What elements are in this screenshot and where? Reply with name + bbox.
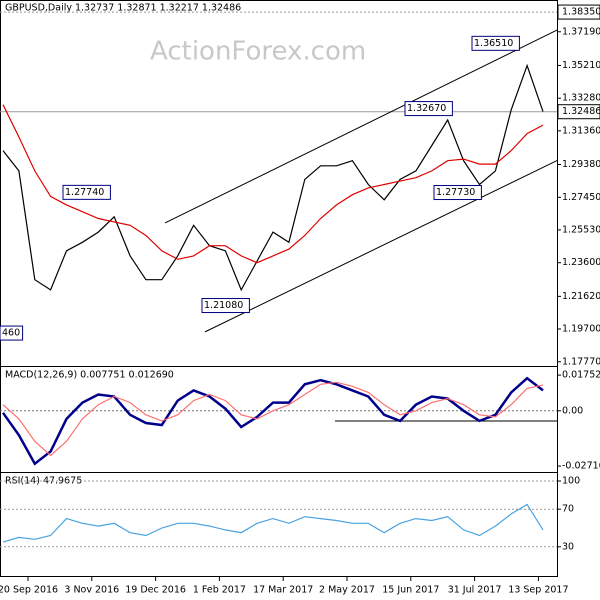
series-line bbox=[2, 63, 544, 292]
last-price-box bbox=[557, 104, 600, 120]
y-tick-label: 1.19700 bbox=[562, 323, 600, 334]
y-tick-label: 1.25530 bbox=[562, 224, 600, 235]
frame bbox=[0, 0, 558, 577]
x-tick-label: 19 Dec 2016 bbox=[125, 585, 186, 596]
y-tick-label: 1.23600 bbox=[562, 257, 600, 268]
price-label: 1.21080 bbox=[204, 300, 243, 311]
x-tick-label: 3 Nov 2016 bbox=[64, 585, 119, 596]
series-line bbox=[2, 381, 544, 457]
channel-line bbox=[164, 29, 558, 224]
x-tick-label: 15 Jun 2017 bbox=[382, 585, 439, 596]
price-label: 1.32670 bbox=[407, 103, 446, 114]
rsi-title: RSI(14) 47.9675 bbox=[5, 476, 82, 487]
y-tick-label: 1.29380 bbox=[562, 159, 600, 170]
watermark: ActionForex.com bbox=[150, 37, 366, 67]
x-tick-label: 20 Sep 2016 bbox=[0, 585, 58, 596]
x-tick-label: 31 Jul 2017 bbox=[448, 585, 502, 596]
y-tick-label: 1.33280 bbox=[562, 93, 600, 104]
series-line bbox=[2, 503, 544, 543]
price-label-box bbox=[0, 325, 24, 341]
series-line bbox=[1, 376, 544, 466]
y-tick-box bbox=[557, 4, 600, 20]
x-tick-label: 2 May 2017 bbox=[319, 585, 375, 596]
series-line bbox=[2, 104, 544, 264]
y-tick-label: 0.017521 bbox=[562, 370, 600, 381]
chart-title: GBPUSD,Daily 1.32737 1.32871 1.32217 1.3… bbox=[5, 3, 241, 14]
y-tick-label: 1.31360 bbox=[562, 125, 600, 136]
price-label-box bbox=[62, 184, 111, 200]
y-tick-label: 0.00 bbox=[562, 405, 583, 416]
y-tick-label: 100 bbox=[562, 475, 580, 486]
x-tick-label: 17 Mar 2017 bbox=[253, 585, 313, 596]
channel-line bbox=[204, 160, 558, 333]
y-tick-label: 1.21620 bbox=[562, 291, 600, 302]
y-tick-label: 1.38350 bbox=[562, 7, 600, 18]
y-tick-label: 30 bbox=[562, 541, 574, 552]
y-tick-label: 1.35210 bbox=[562, 60, 600, 71]
price-label-box bbox=[404, 101, 453, 117]
price-label: 1.27730 bbox=[436, 187, 475, 198]
x-tick-label: 1 Feb 2017 bbox=[193, 585, 246, 596]
price-label-box bbox=[471, 35, 520, 51]
x-tick-label: 13 Sep 2017 bbox=[508, 585, 568, 596]
last-price-label: 1.32486 bbox=[562, 106, 600, 117]
macd-title: MACD(12,26,9) 0.007751 0.012690 bbox=[5, 370, 174, 381]
y-tick-label: 1.17770 bbox=[562, 356, 600, 367]
price-label-box bbox=[201, 298, 250, 314]
price-label: 1.27740 bbox=[65, 187, 104, 198]
price-label: 1.36510 bbox=[474, 38, 513, 49]
y-tick-label: 1.37190 bbox=[562, 26, 600, 37]
price-label: 460 bbox=[2, 328, 20, 339]
y-tick-label: 1.27450 bbox=[562, 192, 600, 203]
y-tick-label: 70 bbox=[562, 504, 574, 515]
price-label-box bbox=[433, 185, 482, 201]
y-tick-label: -0.027169 bbox=[562, 461, 600, 472]
